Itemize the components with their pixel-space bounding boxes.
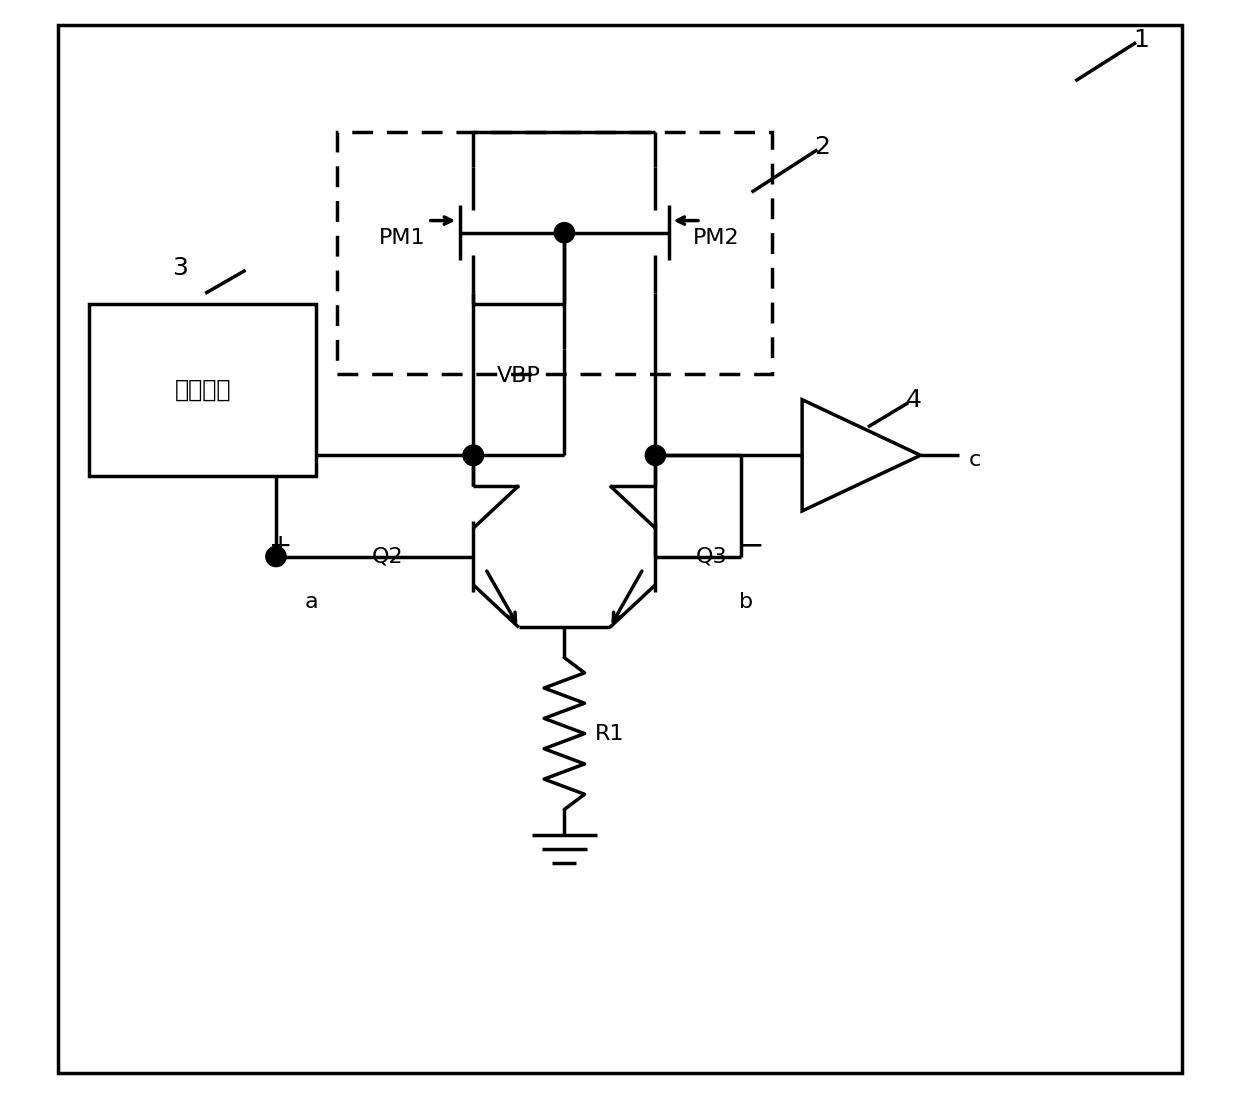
Circle shape <box>464 445 484 465</box>
Circle shape <box>464 445 484 465</box>
Text: c: c <box>970 451 981 471</box>
Text: +: + <box>269 532 293 560</box>
Text: −: − <box>739 532 764 561</box>
Text: 4: 4 <box>905 387 921 412</box>
Bar <box>89 304 316 475</box>
Text: PM1: PM1 <box>379 228 425 248</box>
Text: 3: 3 <box>172 256 187 280</box>
Text: 偏置电路: 偏置电路 <box>175 377 231 402</box>
Circle shape <box>554 223 574 243</box>
Circle shape <box>265 546 286 567</box>
Bar <box>337 131 771 374</box>
Text: R1: R1 <box>595 723 625 743</box>
Text: VBP: VBP <box>497 366 541 386</box>
Text: PM2: PM2 <box>693 228 739 248</box>
Text: Q3: Q3 <box>696 546 727 567</box>
Text: a: a <box>305 592 319 612</box>
Circle shape <box>645 445 666 465</box>
Text: b: b <box>739 592 754 612</box>
Text: 1: 1 <box>1133 29 1149 52</box>
Text: Q2: Q2 <box>372 546 403 567</box>
Text: 2: 2 <box>815 135 831 159</box>
